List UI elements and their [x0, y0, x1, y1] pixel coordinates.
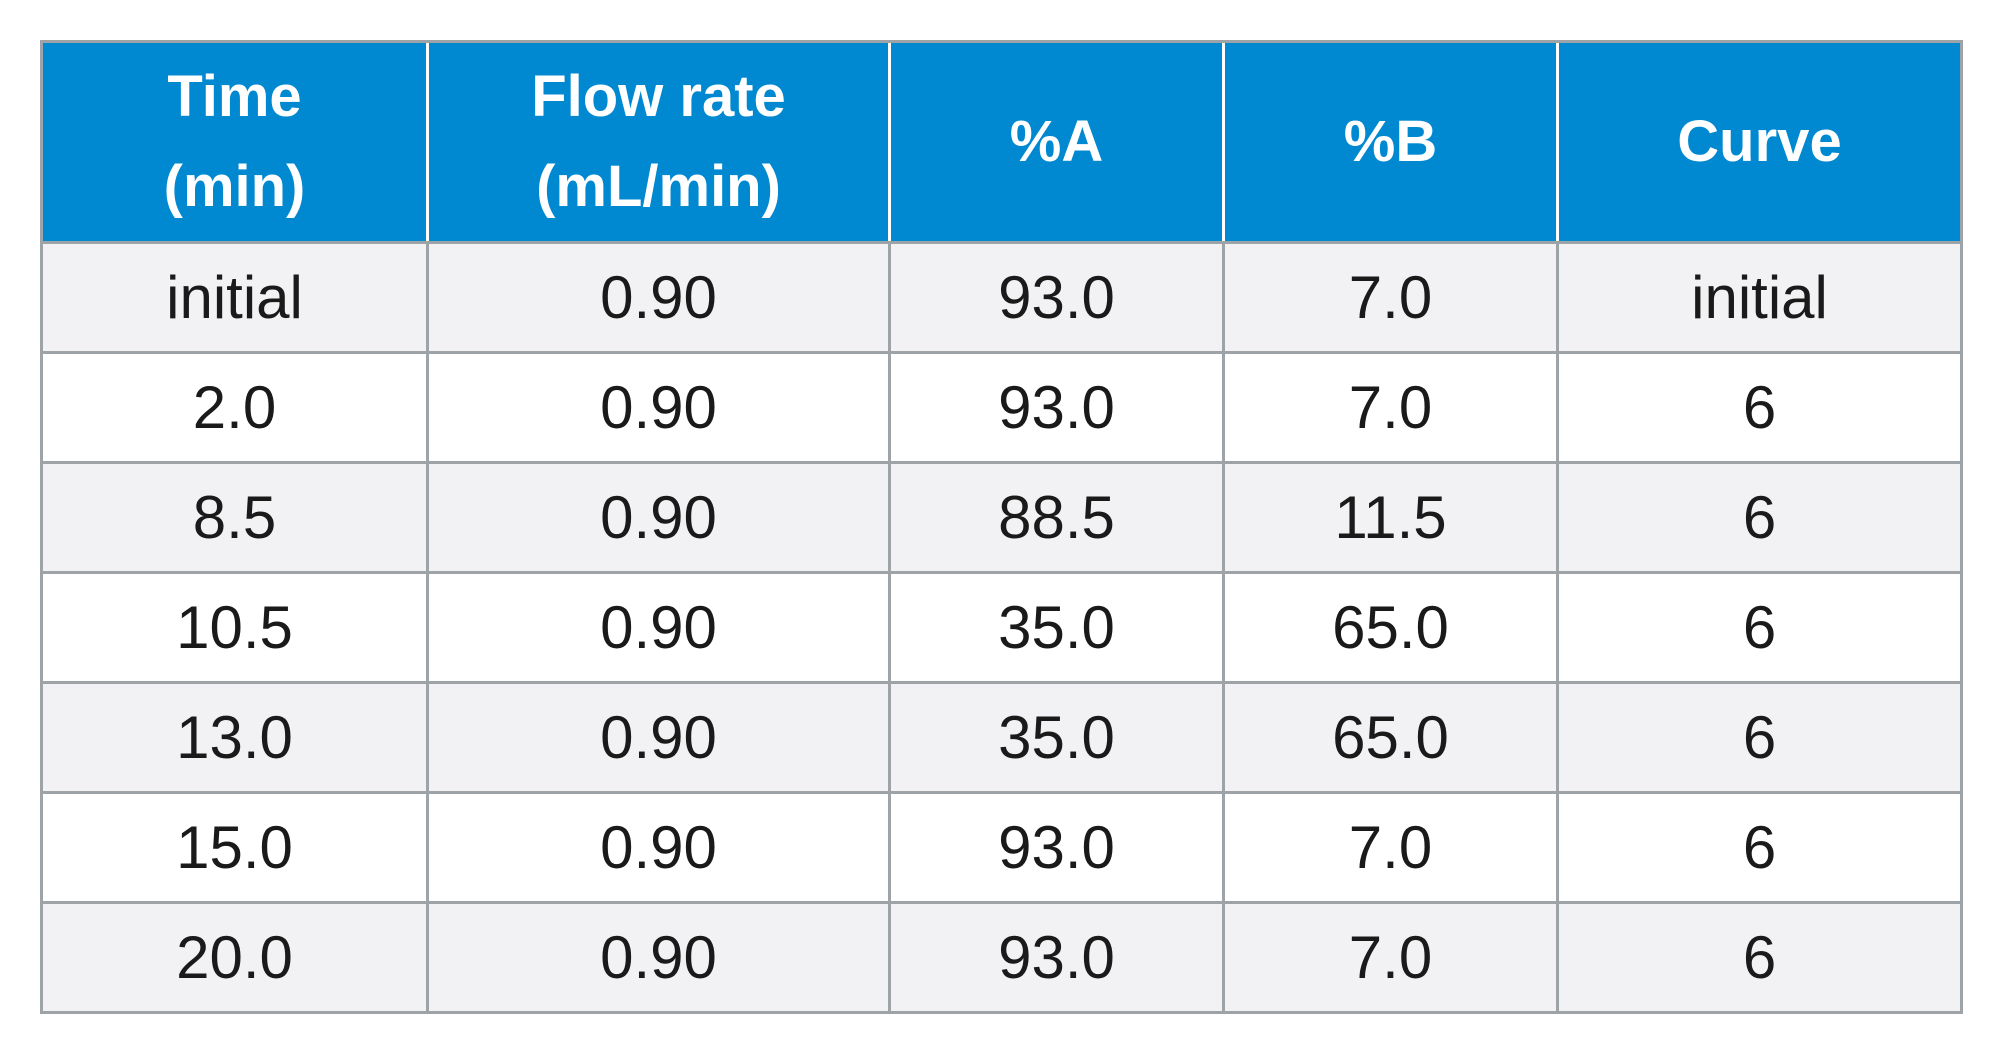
cell-percent-b: 65.0 [1222, 681, 1559, 794]
cell-time: 10.5 [40, 571, 429, 684]
table-row: 13.0 0.90 35.0 65.0 6 [40, 681, 1963, 794]
cell-percent-a: 35.0 [888, 681, 1225, 794]
cell-flow-rate: 0.90 [426, 241, 891, 354]
cell-flow-rate: 0.90 [426, 681, 891, 794]
cell-percent-a: 93.0 [888, 791, 1225, 904]
cell-curve: 6 [1556, 461, 1963, 574]
cell-percent-a: 88.5 [888, 461, 1225, 574]
header-time: Time (min) [40, 40, 428, 244]
gradient-table: Time (min) Flow rate (mL/min) %A %B Curv… [40, 40, 1963, 1014]
cell-percent-a: 35.0 [888, 571, 1225, 684]
header-percent-b-label: %B [1343, 109, 1438, 174]
table-row: initial 0.90 93.0 7.0 initial [40, 241, 1963, 354]
cell-percent-a: 93.0 [888, 351, 1225, 464]
cell-flow-rate: 0.90 [426, 901, 891, 1014]
header-percent-a: %A [888, 40, 1224, 244]
cell-time: 20.0 [40, 901, 429, 1014]
header-time-line-1: Time [167, 64, 302, 129]
table-row: 8.5 0.90 88.5 11.5 6 [40, 461, 1963, 574]
cell-flow-rate: 0.90 [426, 351, 891, 464]
header-flow-rate-line-1: Flow rate [531, 64, 786, 129]
header-row: Time (min) Flow rate (mL/min) %A %B Curv… [40, 40, 1963, 244]
cell-time: 8.5 [40, 461, 429, 574]
cell-percent-b: 11.5 [1222, 461, 1559, 574]
cell-curve: 6 [1556, 351, 1963, 464]
table-header: Time (min) Flow rate (mL/min) %A %B Curv… [40, 40, 1963, 244]
table-row: 2.0 0.90 93.0 7.0 6 [40, 351, 1963, 464]
header-percent-b: %B [1222, 40, 1558, 244]
cell-percent-b: 65.0 [1222, 571, 1559, 684]
header-flow-rate: Flow rate (mL/min) [426, 40, 890, 244]
table-row: 20.0 0.90 93.0 7.0 6 [40, 901, 1963, 1014]
cell-flow-rate: 0.90 [426, 791, 891, 904]
cell-curve: 6 [1556, 901, 1963, 1014]
cell-percent-a: 93.0 [888, 241, 1225, 354]
table-row: 10.5 0.90 35.0 65.0 6 [40, 571, 1963, 684]
header-time-line-2: (min) [163, 154, 306, 219]
cell-time: 2.0 [40, 351, 429, 464]
cell-percent-b: 7.0 [1222, 241, 1559, 354]
cell-percent-b: 7.0 [1222, 791, 1559, 904]
cell-time: 13.0 [40, 681, 429, 794]
header-percent-a-label: %A [1009, 109, 1104, 174]
header-curve-label: Curve [1677, 109, 1842, 174]
cell-flow-rate: 0.90 [426, 461, 891, 574]
cell-curve: 6 [1556, 791, 1963, 904]
table-row: 15.0 0.90 93.0 7.0 6 [40, 791, 1963, 904]
cell-curve: 6 [1556, 681, 1963, 794]
cell-curve: initial [1556, 241, 1963, 354]
cell-flow-rate: 0.90 [426, 571, 891, 684]
header-curve: Curve [1556, 40, 1963, 244]
table-body: initial 0.90 93.0 7.0 initial 2.0 0.90 9… [40, 241, 1963, 1014]
cell-curve: 6 [1556, 571, 1963, 684]
cell-percent-b: 7.0 [1222, 351, 1559, 464]
cell-percent-a: 93.0 [888, 901, 1225, 1014]
cell-percent-b: 7.0 [1222, 901, 1559, 1014]
cell-time: initial [40, 241, 429, 354]
header-flow-rate-line-2: (mL/min) [536, 154, 781, 219]
cell-time: 15.0 [40, 791, 429, 904]
